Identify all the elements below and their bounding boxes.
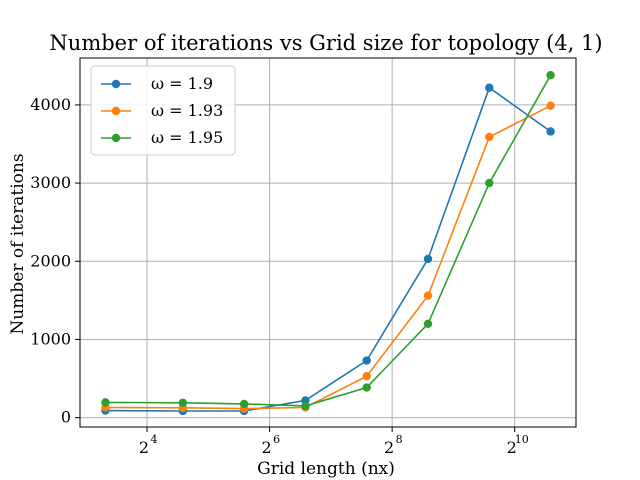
- y-tick-label: 2000: [30, 251, 71, 270]
- x-tick-label-exponent: 6: [273, 433, 280, 446]
- legend-label-2: ω = 1.95: [151, 128, 223, 147]
- series-2-point: [178, 398, 188, 407]
- x-tick-label-base: 2: [139, 438, 149, 457]
- series-2-point: [423, 319, 433, 329]
- legend-marker-0: [111, 79, 121, 89]
- y-tick-label: 1000: [30, 329, 71, 348]
- y-tick-label: 3000: [30, 173, 71, 192]
- series-0-point: [485, 83, 494, 92]
- legend-label-1: ω = 1.93: [151, 101, 223, 120]
- x-tick-label: 210: [507, 433, 529, 457]
- series-2-point: [485, 178, 494, 188]
- y-tick-label: 4000: [30, 95, 71, 114]
- legend-marker-2: [111, 133, 121, 143]
- y-tick-label: 0: [61, 408, 71, 427]
- series-1-point: [423, 291, 433, 300]
- x-tick-label-exponent: 4: [150, 433, 157, 446]
- grid: [80, 58, 576, 427]
- series-layer: [101, 70, 555, 416]
- y-axis-label: Number of iterations: [8, 153, 28, 334]
- chart-title: Number of iterations vs Grid size for to…: [49, 31, 602, 55]
- series-2-point: [101, 398, 110, 407]
- x-tick-label-base: 2: [507, 438, 517, 457]
- legend-box: [90, 65, 236, 156]
- legend: ω = 1.9 ω = 1.93 ω = 1.95: [90, 65, 236, 156]
- series-0-point: [546, 127, 555, 136]
- series-line-1: [105, 104, 551, 410]
- legend-marker-1: [111, 106, 121, 116]
- series-1-point: [485, 132, 494, 142]
- series-0-point: [362, 356, 371, 365]
- series-2-point: [239, 399, 249, 409]
- series-2-point: [301, 401, 310, 411]
- series-2-point: [362, 383, 371, 392]
- x-axis-label: Grid length (nx): [257, 459, 395, 479]
- x-tick-label-base: 2: [261, 438, 271, 457]
- series-line-2: [105, 74, 552, 407]
- x-tick-label-exponent: 8: [396, 433, 403, 446]
- series-line-0: [105, 86, 552, 412]
- series-0-point: [423, 254, 433, 264]
- legend-label-0: ω = 1.9: [151, 74, 213, 93]
- series-1-point: [546, 101, 555, 110]
- plot-frame: [79, 57, 577, 428]
- x-tick-label-base: 2: [384, 438, 394, 457]
- series-2-point: [546, 70, 555, 80]
- x-tick-label-exponent: 10: [515, 433, 529, 446]
- series-1-point: [362, 371, 371, 381]
